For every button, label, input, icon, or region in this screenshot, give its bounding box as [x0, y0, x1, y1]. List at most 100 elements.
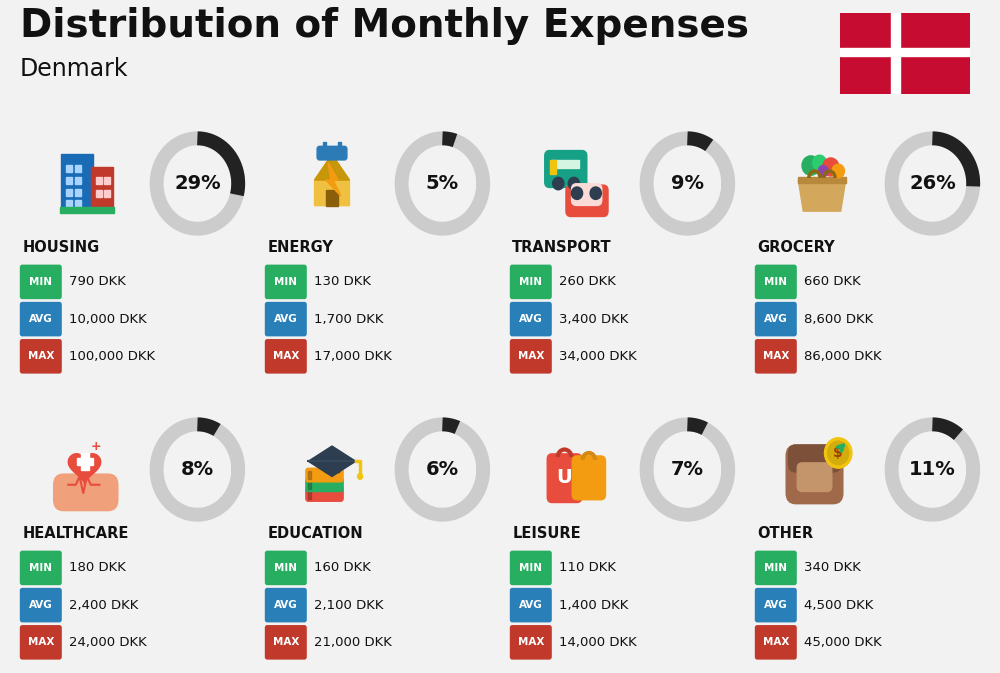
Bar [75, 165, 81, 172]
Text: MAX: MAX [518, 351, 544, 361]
Text: AVG: AVG [519, 600, 543, 610]
Text: MIN: MIN [519, 563, 542, 573]
Text: U: U [557, 468, 572, 487]
Bar [75, 200, 81, 207]
Text: LEISURE: LEISURE [512, 526, 581, 541]
Bar [325, 458, 339, 472]
Text: 2,400 DKK: 2,400 DKK [69, 598, 138, 612]
Bar [891, 13, 900, 94]
Bar [104, 176, 110, 184]
Text: AVG: AVG [274, 314, 298, 324]
Bar [550, 160, 556, 174]
Text: MIN: MIN [519, 277, 542, 287]
Circle shape [358, 474, 363, 479]
Bar [338, 142, 341, 155]
Text: 6%: 6% [426, 460, 459, 479]
Circle shape [813, 155, 826, 170]
FancyBboxPatch shape [755, 625, 797, 660]
FancyBboxPatch shape [786, 445, 843, 503]
Text: 17,000 DKK: 17,000 DKK [314, 350, 392, 363]
Bar [840, 13, 891, 48]
FancyBboxPatch shape [265, 588, 307, 623]
Text: AVG: AVG [29, 314, 53, 324]
Text: 3,400 DKK: 3,400 DKK [559, 312, 628, 326]
FancyBboxPatch shape [510, 264, 552, 299]
Bar [66, 176, 72, 184]
Circle shape [824, 437, 852, 468]
Bar [552, 160, 579, 168]
Bar [91, 167, 113, 210]
Text: AVG: AVG [519, 314, 543, 324]
Text: 7%: 7% [671, 460, 704, 479]
Bar [308, 481, 311, 489]
FancyBboxPatch shape [20, 625, 62, 660]
Text: Distribution of Monthly Expenses: Distribution of Monthly Expenses [20, 7, 749, 44]
Bar [77, 458, 93, 465]
FancyBboxPatch shape [789, 445, 840, 472]
Bar [326, 190, 338, 206]
Bar [840, 48, 970, 56]
FancyBboxPatch shape [306, 478, 343, 491]
FancyBboxPatch shape [510, 625, 552, 660]
Text: 8,600 DKK: 8,600 DKK [804, 312, 873, 326]
Polygon shape [798, 180, 846, 211]
Text: 660 DKK: 660 DKK [804, 275, 861, 289]
Circle shape [568, 177, 579, 190]
Text: MAX: MAX [763, 351, 789, 361]
Bar [840, 56, 891, 94]
FancyBboxPatch shape [20, 551, 62, 586]
FancyBboxPatch shape [306, 488, 343, 501]
Bar [308, 491, 311, 499]
Text: AVG: AVG [764, 314, 788, 324]
Text: MAX: MAX [273, 351, 299, 361]
Text: MIN: MIN [274, 563, 297, 573]
Text: +: + [90, 439, 101, 452]
Text: EDUCATION: EDUCATION [267, 526, 363, 541]
Circle shape [828, 441, 849, 465]
Circle shape [802, 156, 820, 175]
Bar [96, 190, 102, 197]
FancyBboxPatch shape [20, 339, 62, 374]
Text: MIN: MIN [274, 277, 297, 287]
Circle shape [553, 177, 564, 190]
Text: 100,000 DKK: 100,000 DKK [69, 350, 155, 363]
Bar [900, 13, 970, 48]
FancyBboxPatch shape [317, 146, 347, 160]
FancyBboxPatch shape [510, 551, 552, 586]
Text: AVG: AVG [764, 600, 788, 610]
FancyBboxPatch shape [510, 339, 552, 374]
Text: MIN: MIN [29, 277, 52, 287]
FancyBboxPatch shape [510, 588, 552, 623]
Text: MIN: MIN [764, 563, 787, 573]
FancyBboxPatch shape [54, 474, 118, 511]
Text: 160 DKK: 160 DKK [314, 561, 371, 575]
Bar [66, 189, 72, 196]
Text: 9%: 9% [671, 174, 704, 193]
Text: 790 DKK: 790 DKK [69, 275, 126, 289]
Text: MAX: MAX [28, 351, 54, 361]
Circle shape [818, 166, 828, 176]
Bar [75, 176, 81, 184]
Text: 1,700 DKK: 1,700 DKK [314, 312, 384, 326]
Polygon shape [315, 155, 349, 180]
Text: AVG: AVG [29, 600, 53, 610]
Bar [60, 207, 114, 213]
Text: AVG: AVG [274, 600, 298, 610]
Text: OTHER: OTHER [757, 526, 813, 541]
Circle shape [590, 187, 601, 199]
Bar [798, 177, 846, 183]
Text: 26%: 26% [909, 174, 956, 193]
FancyBboxPatch shape [755, 551, 797, 586]
Circle shape [832, 164, 844, 178]
Circle shape [823, 158, 839, 176]
FancyBboxPatch shape [572, 456, 606, 500]
FancyBboxPatch shape [755, 339, 797, 374]
Text: 24,000 DKK: 24,000 DKK [69, 636, 147, 649]
Bar [66, 165, 72, 172]
FancyBboxPatch shape [20, 588, 62, 623]
FancyBboxPatch shape [547, 454, 582, 503]
Text: 130 DKK: 130 DKK [314, 275, 371, 289]
FancyBboxPatch shape [265, 302, 307, 336]
Bar [66, 200, 72, 207]
FancyBboxPatch shape [20, 302, 62, 336]
